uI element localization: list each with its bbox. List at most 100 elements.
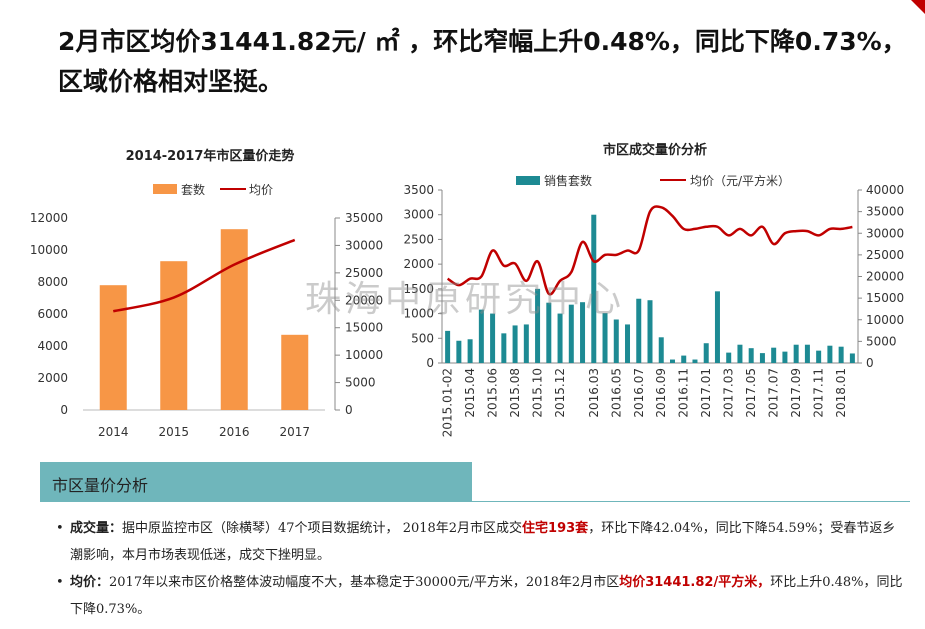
bar xyxy=(535,288,541,363)
x-tick-label: 2016.09 xyxy=(654,368,668,418)
bar xyxy=(771,347,777,363)
y-tick-label: 4000 xyxy=(37,339,68,353)
bullet-label: 均价： xyxy=(70,575,110,590)
bar xyxy=(546,302,552,363)
y-tick-label: 3500 xyxy=(403,183,434,197)
bullet-text: 环比上升0.48%，同比下降0.73%。 xyxy=(70,575,903,617)
bar xyxy=(748,348,754,363)
section-header: 市区量价分析 xyxy=(40,462,472,502)
x-tick-label: 2016.07 xyxy=(632,368,646,418)
section-divider xyxy=(40,501,910,502)
bar xyxy=(557,313,563,363)
bar xyxy=(827,345,833,363)
bullet-text: 2017年以来市区价格整体波动幅度不大，基本稳定于30000元/平方米，2018… xyxy=(109,575,620,590)
legend-label: 均价 xyxy=(249,183,273,197)
bar xyxy=(512,325,518,363)
x-tick-label: 2015.12 xyxy=(553,368,567,418)
bar xyxy=(782,351,788,363)
y-tick-label: 2000 xyxy=(403,257,434,271)
x-tick-label: 2017.11 xyxy=(812,368,826,418)
bar xyxy=(602,313,608,363)
y2-tick-label: 30000 xyxy=(866,226,904,240)
y2-tick-label: 15000 xyxy=(866,291,904,305)
y2-tick-label: 0 xyxy=(866,356,874,370)
legend-swatch-bar xyxy=(153,184,177,194)
bar xyxy=(580,302,586,363)
x-tick-label: 2016.11 xyxy=(677,368,691,418)
bar xyxy=(849,353,855,363)
bar xyxy=(793,344,799,363)
x-tick-label: 2016 xyxy=(219,425,250,439)
bullet-label: 成交量： xyxy=(70,521,123,536)
bar xyxy=(478,309,484,363)
bullet-text: ，环比下降42.04%，同比下降54.59%；受春节返乡潮影响，本月市场表现低迷… xyxy=(70,521,896,563)
headline: 2月市区均价31441.82元/ ㎡ ，环比窄幅上升0.48%，同比下降0.73… xyxy=(58,27,907,96)
y2-tick-label: 20000 xyxy=(345,293,383,307)
bar xyxy=(838,346,844,363)
bar xyxy=(692,359,698,363)
chart1-title: 2014-2017年市区量价走势 xyxy=(125,149,295,164)
bullet-volume: 成交量：据中原监控市区（除横琴）47个项目数据统计， 2018年2月市区成交住宅… xyxy=(56,515,908,569)
x-tick-label: 2015.01-02 xyxy=(441,368,455,437)
x-tick-label: 2017.03 xyxy=(722,368,736,418)
bar xyxy=(804,344,810,363)
y2-tick-label: 40000 xyxy=(866,183,904,197)
y-tick-label: 1000 xyxy=(403,307,434,321)
bar xyxy=(759,353,765,363)
y2-tick-label: 25000 xyxy=(345,266,383,280)
bar xyxy=(658,337,664,363)
legend-label: 套数 xyxy=(181,182,205,197)
bar xyxy=(281,334,309,410)
legend-label: 均价（元/平方米） xyxy=(690,173,790,188)
y2-tick-label: 0 xyxy=(345,403,353,417)
x-tick-label: 2017.05 xyxy=(744,368,758,418)
chart2-title: 市区成交量价分析 xyxy=(602,143,707,158)
bar xyxy=(445,330,451,363)
bar xyxy=(625,324,631,363)
y2-tick-label: 35000 xyxy=(345,211,383,225)
price-line xyxy=(446,205,853,296)
y2-tick-label: 15000 xyxy=(345,321,383,335)
bar xyxy=(591,214,597,363)
x-tick-label: 2018.01 xyxy=(834,368,848,418)
y-tick-label: 0 xyxy=(60,403,68,417)
y-tick-label: 6000 xyxy=(37,307,68,321)
y-tick-label: 8000 xyxy=(37,275,68,289)
y2-tick-label: 5000 xyxy=(345,376,376,390)
charts-canvas: 套数 均价020004000600080001000012000050001000… xyxy=(30,173,904,439)
bar xyxy=(523,324,529,363)
bar xyxy=(99,285,127,410)
y2-tick-label: 20000 xyxy=(866,270,904,284)
bar xyxy=(714,291,720,363)
x-tick-label: 2014 xyxy=(98,425,129,439)
bullet-highlight: 均价31441.82/平方米， xyxy=(619,575,771,590)
y-tick-label: 12000 xyxy=(30,211,68,225)
y2-tick-label: 30000 xyxy=(345,238,383,252)
bar xyxy=(681,355,687,363)
x-tick-label: 2016.05 xyxy=(609,368,623,418)
legend-swatch-bar xyxy=(516,176,540,185)
bullet-text: 据中原监控市区（除横琴）47个项目数据统计， 2018年2月市区成交 xyxy=(122,521,523,536)
bar xyxy=(568,304,574,363)
y2-tick-label: 25000 xyxy=(866,248,904,262)
x-tick-label: 2015 xyxy=(158,425,189,439)
y-tick-label: 2500 xyxy=(403,232,434,246)
bar xyxy=(467,339,473,363)
bar xyxy=(636,298,642,363)
analysis-list: 成交量：据中原监控市区（除横琴）47个项目数据统计， 2018年2月市区成交住宅… xyxy=(56,515,908,623)
y-tick-label: 3000 xyxy=(403,208,434,222)
y-tick-label: 500 xyxy=(411,331,434,345)
bar xyxy=(160,261,188,410)
section-title: 市区量价分析 xyxy=(52,476,149,495)
bullet-highlight: 住宅193套 xyxy=(522,521,589,536)
bar xyxy=(726,352,732,363)
x-tick-label: 2015.04 xyxy=(463,368,477,418)
bar xyxy=(816,350,822,363)
y-tick-label: 1500 xyxy=(403,282,434,296)
y2-tick-label: 5000 xyxy=(866,334,897,348)
x-tick-label: 2015.10 xyxy=(531,368,545,418)
bar xyxy=(501,333,507,363)
bar xyxy=(613,319,619,363)
y2-tick-label: 35000 xyxy=(866,205,904,219)
legend-label: 销售套数 xyxy=(544,173,592,188)
